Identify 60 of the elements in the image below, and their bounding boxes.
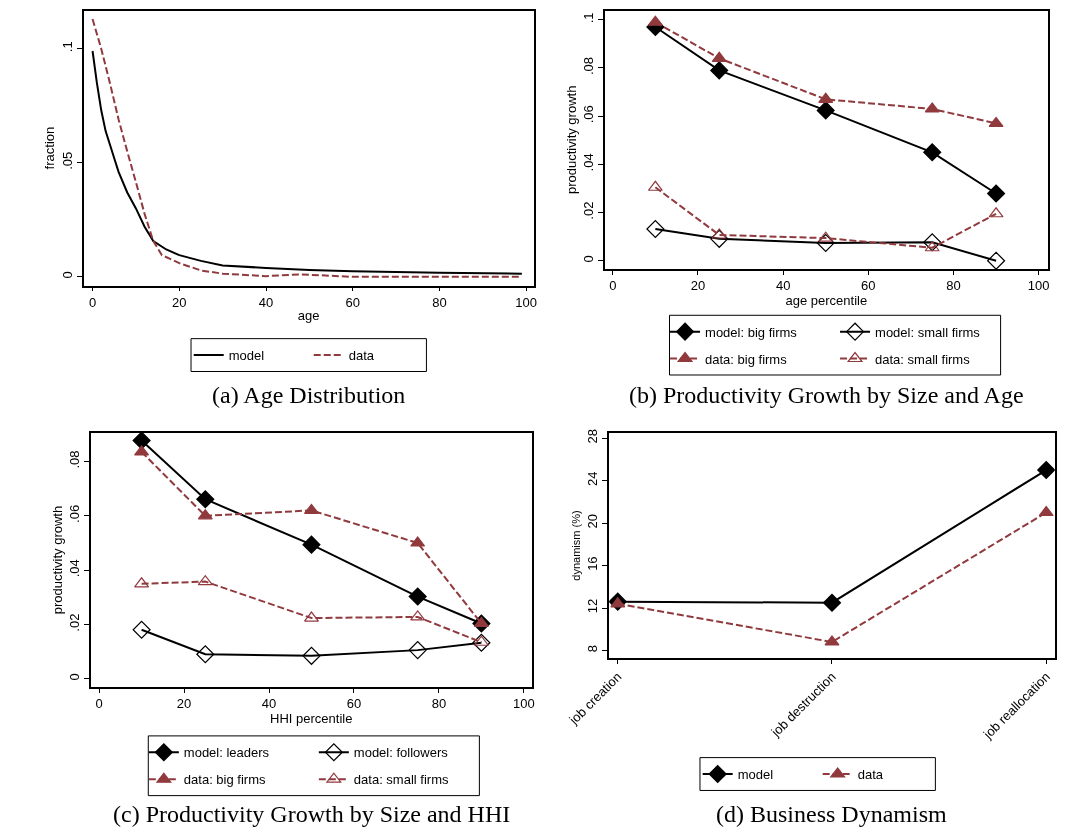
x-tick-label: 80 (946, 278, 961, 294)
legend-label: model: big firms (705, 324, 798, 340)
y-tick-label: 0 (59, 271, 75, 279)
legend-label: data: big firms (183, 772, 266, 788)
x-tick-label: 80 (431, 696, 447, 712)
y-tick-label: .02 (581, 201, 597, 220)
legend-label: model: leaders (183, 745, 270, 761)
legend-label: model (737, 767, 774, 783)
x-axis-title: age (297, 307, 320, 323)
text: (c) Productivity Growth by Size and HHI (113, 801, 511, 827)
legend-label: data: small firms (353, 772, 449, 788)
x-tick-label: 80 (432, 294, 447, 310)
x-tick-label: 40 (775, 278, 791, 294)
y-axis-title: fraction (42, 126, 58, 170)
legend-label: data: small firms (875, 351, 971, 367)
x-tick-label: 20 (172, 294, 187, 310)
x-tick-label: 100 (1027, 278, 1050, 294)
y-tick-label: 24 (585, 471, 601, 486)
x-tick-label: 60 (861, 278, 876, 294)
y-tick-label: 12 (585, 598, 601, 614)
legend-label: data (348, 348, 375, 364)
y-tick-label: .06 (67, 504, 83, 523)
y-axis-title: dynamism (%) (570, 510, 583, 581)
x-tick-label: 40 (258, 294, 274, 310)
y-tick-label: .1 (581, 12, 597, 24)
legend-label: data: big firms (705, 351, 788, 367)
x-tick-label: 0 (95, 696, 103, 712)
legend-label: data (857, 767, 884, 783)
x-tick-label: 60 (345, 294, 360, 310)
y-tick-label: .02 (67, 613, 83, 632)
x-tick-label: 20 (176, 696, 192, 712)
legend-label: model (228, 348, 265, 364)
text: (d) Business Dynamism (716, 801, 947, 827)
x-tick-label: 0 (609, 278, 617, 294)
x-tick-label: 100 (515, 294, 538, 310)
x-axis-title: age percentile (785, 293, 868, 309)
y-tick-label: .05 (59, 151, 75, 170)
x-tick-label: 20 (690, 278, 706, 294)
y-tick-label: .1 (59, 41, 75, 53)
text: (a) Age Distribution (212, 382, 406, 408)
y-axis-title: productivity growth (49, 505, 65, 615)
y-tick-label: .08 (581, 56, 597, 76)
y-tick-label: .04 (67, 559, 83, 578)
x-tick-label: 0 (88, 294, 97, 310)
y-axis-title: productivity growth (563, 85, 579, 194)
y-tick-label: 20 (585, 513, 601, 529)
y-tick-label: 16 (585, 556, 601, 571)
y-tick-label: 8 (585, 644, 601, 653)
legend-label: model: followers (353, 745, 449, 761)
y-tick-label: .04 (581, 153, 597, 172)
x-tick-label: 60 (346, 696, 362, 712)
y-tick-label: .06 (581, 105, 597, 124)
x-tick-label: 40 (261, 696, 277, 712)
x-tick-label: 100 (513, 696, 535, 712)
legend-label: model: small firms (875, 324, 981, 340)
y-tick-label: .08 (67, 450, 83, 469)
x-axis-title: HHI percentile (270, 711, 353, 727)
y-tick-label: 28 (585, 429, 601, 444)
y-tick-label: 0 (581, 255, 597, 263)
text: (b) Productivity Growth by Size and Age (629, 382, 1024, 408)
